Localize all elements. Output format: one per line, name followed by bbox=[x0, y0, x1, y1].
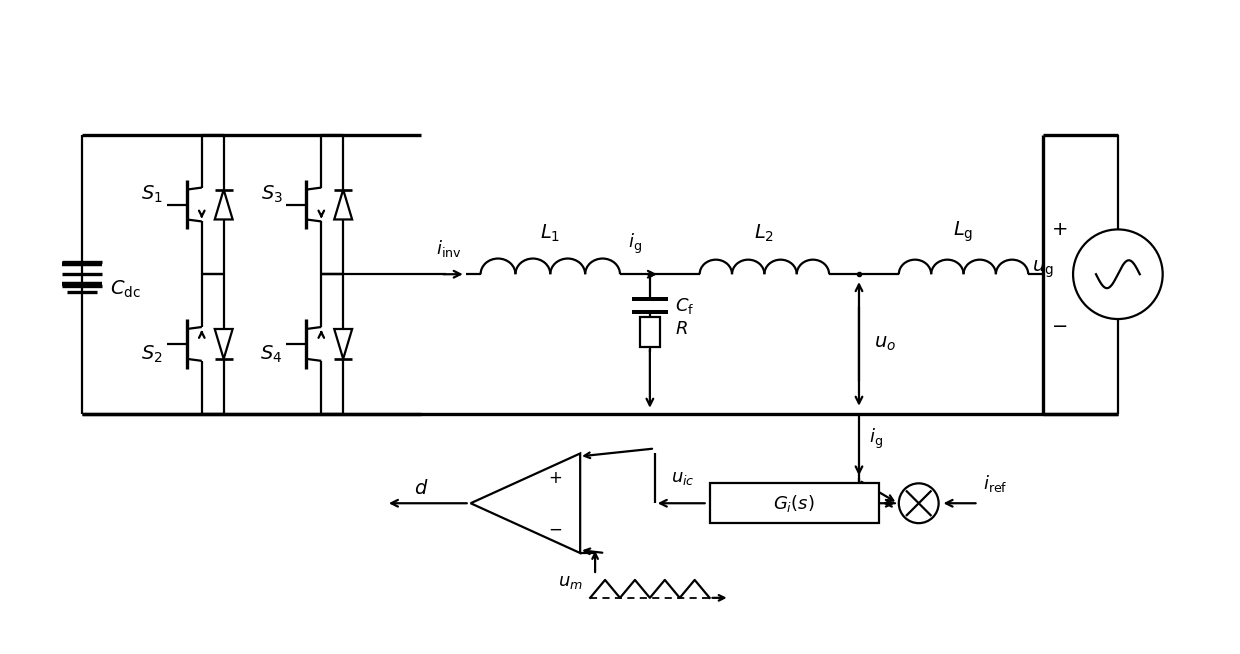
Text: $u_{\rm g}$: $u_{\rm g}$ bbox=[1033, 258, 1054, 280]
Text: $G_i(s)$: $G_i(s)$ bbox=[774, 492, 815, 514]
Text: $S_2$: $S_2$ bbox=[141, 343, 162, 364]
Text: $d$: $d$ bbox=[414, 479, 428, 498]
Text: $L_1$: $L_1$ bbox=[541, 223, 560, 245]
Text: $-$: $-$ bbox=[548, 519, 563, 537]
Text: $i_{\rm ref}$: $i_{\rm ref}$ bbox=[983, 473, 1008, 494]
Text: $R$: $R$ bbox=[675, 320, 687, 338]
Text: $u_{ic}$: $u_{ic}$ bbox=[671, 470, 694, 487]
Text: $S_1$: $S_1$ bbox=[141, 184, 162, 205]
Bar bbox=[640, 317, 660, 347]
Text: $i_{\rm inv}$: $i_{\rm inv}$ bbox=[435, 238, 461, 259]
Text: $C_{\rm f}$: $C_{\rm f}$ bbox=[675, 296, 694, 316]
Text: $-$: $-$ bbox=[1052, 315, 1068, 334]
Text: $i_{\rm g}$: $i_{\rm g}$ bbox=[869, 426, 883, 451]
Text: $S_4$: $S_4$ bbox=[260, 343, 283, 364]
Text: $u_o$: $u_o$ bbox=[874, 334, 897, 353]
Text: $S_3$: $S_3$ bbox=[260, 184, 283, 205]
Bar bbox=[709, 483, 879, 523]
Text: $L_2$: $L_2$ bbox=[754, 223, 775, 245]
Text: $i_{\rm g}$: $i_{\rm g}$ bbox=[627, 232, 642, 256]
Text: $+$: $+$ bbox=[1052, 220, 1068, 239]
Text: $C_{\rm dc}$: $C_{\rm dc}$ bbox=[110, 279, 141, 300]
Text: $u_m$: $u_m$ bbox=[558, 573, 583, 591]
Text: $L_{\rm g}$: $L_{\rm g}$ bbox=[954, 220, 973, 245]
Text: $+$: $+$ bbox=[548, 470, 562, 487]
